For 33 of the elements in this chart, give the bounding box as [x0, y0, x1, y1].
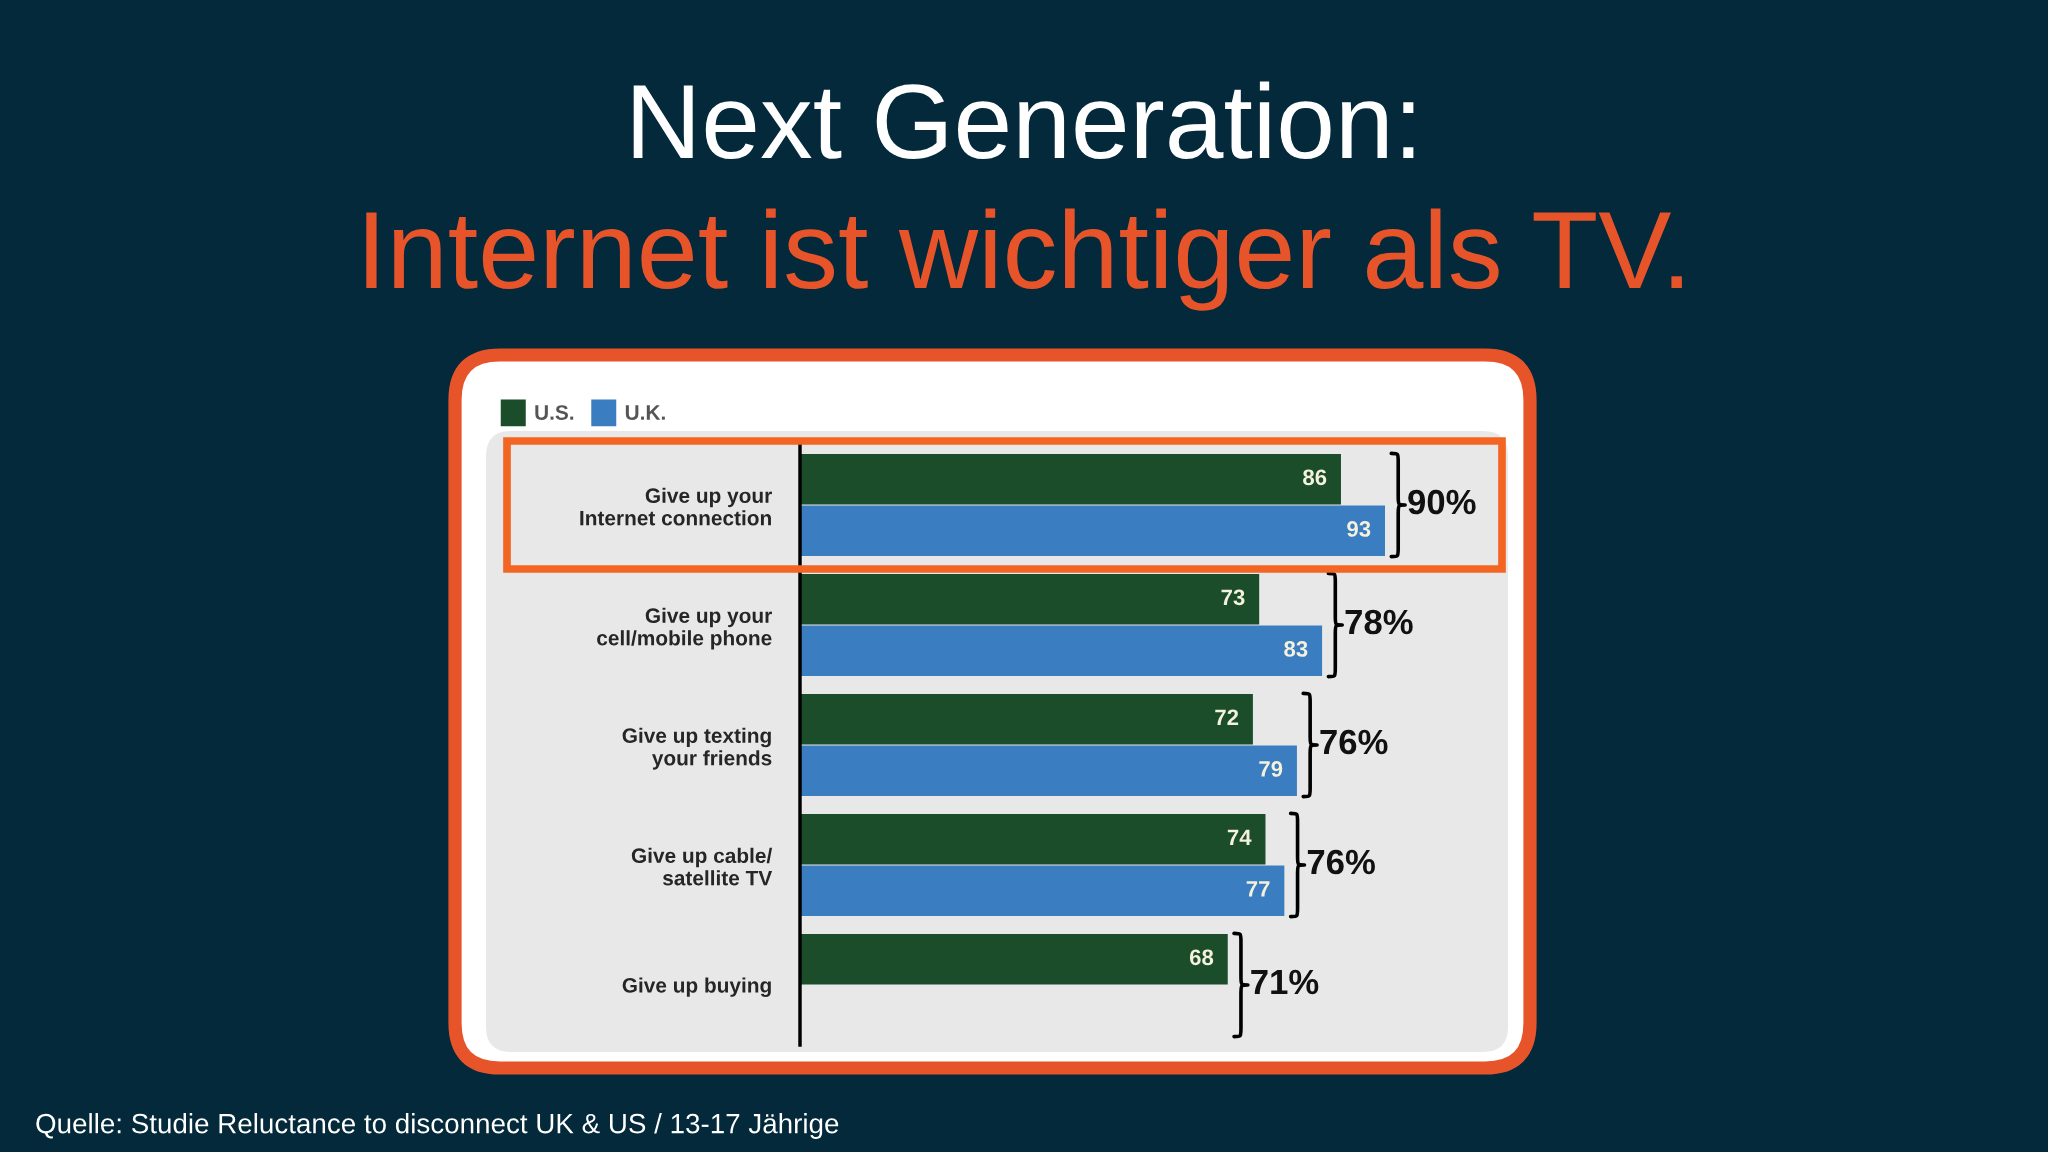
data-label: 73 — [1221, 589, 1245, 606]
data-label: 86 — [1303, 469, 1327, 486]
chart-subtitle: Internet ist wichtiger als TV. — [366, 208, 1682, 311]
bar — [800, 814, 1266, 865]
data-label: 72 — [1215, 709, 1239, 725]
annotation: 71% — [1251, 969, 1319, 995]
bar — [800, 745, 1297, 796]
y-tick-label: Give up your cell/mobile phone — [597, 607, 772, 650]
bar — [800, 574, 1260, 625]
data-label: 77 — [1246, 881, 1270, 897]
chart-title: Next Generation: — [633, 81, 1414, 160]
annotation: 76% — [1320, 729, 1388, 755]
data-label: 74 — [1227, 829, 1252, 845]
bar — [800, 865, 1285, 916]
bar — [800, 625, 1323, 676]
bar — [800, 934, 1228, 985]
data-label: 83 — [1284, 641, 1308, 657]
annotation: 76% — [1307, 849, 1375, 875]
bar — [800, 454, 1341, 505]
data-label: 93 — [1347, 521, 1371, 537]
bar — [800, 694, 1253, 745]
y-tick-label: Give up cable/ satellite TV — [631, 847, 773, 886]
legend-label: U.K. — [625, 405, 665, 420]
data-label: 79 — [1259, 761, 1283, 777]
bar — [800, 505, 1385, 556]
y-tick-label: Give up texting your friends — [622, 727, 772, 770]
annotation: 78% — [1345, 609, 1413, 635]
y-tick-label: Give up buying — [622, 977, 771, 997]
legend-label: U.S. — [535, 405, 574, 420]
y-tick-label: Give up your Internet connection — [580, 487, 772, 526]
data-label: 68 — [1189, 949, 1214, 966]
annotation: 90% — [1408, 489, 1476, 515]
source-note: Quelle: Studie Reluctance to disconnect UK & US / 13-17 Jährige — [36, 1113, 839, 1139]
